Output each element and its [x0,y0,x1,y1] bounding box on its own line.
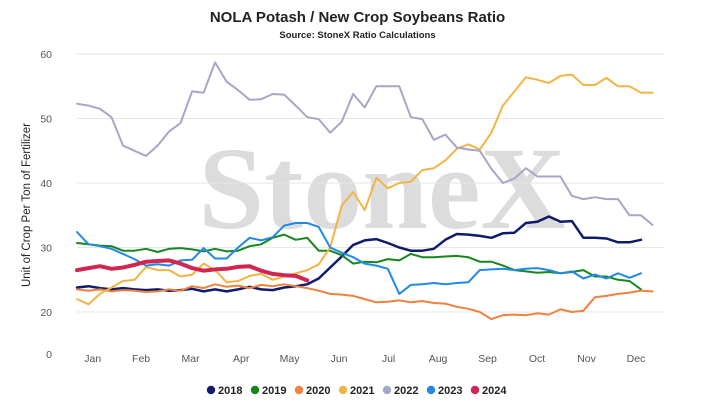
series-line-2021 [76,73,654,306]
x-tick-label: Aug [429,353,448,365]
legend-item-2020[interactable]: 2020 [294,385,331,397]
legend-marker [338,385,348,395]
x-tick-label: Jul [382,353,395,365]
legend-label: 2024 [482,385,507,397]
x-tick-label: Oct [529,353,545,365]
series-line-2022 [76,61,654,226]
x-tick-label: Apr [233,353,250,365]
legend-label: 2019 [262,385,286,397]
y-tick-label: 20 [40,307,52,319]
x-tick-label: Jan [84,353,101,365]
legend-label: 2018 [218,385,242,397]
legend-marker [206,385,216,395]
legend-marker [250,385,260,395]
y-axis-ticks: 0 20 30 40 50 60 [40,49,52,361]
legend-label: 2023 [438,385,462,397]
y-tick-label: 40 [40,178,52,190]
x-tick-label: Feb [132,353,150,365]
x-tick-label: Sep [478,353,497,365]
legend-label: 2020 [306,385,330,397]
legend-marker [382,385,392,395]
chart-title: NOLA Potash / New Crop Soybeans Ratio [209,9,506,26]
legend-marker [294,385,304,395]
series-line-2020 [76,283,654,321]
legend-item-2018[interactable]: 2018 [206,385,243,397]
y-tick-label: 60 [40,49,52,61]
legend-item-2023[interactable]: 2023 [426,385,463,397]
series-line-2023 [76,222,642,295]
legend-item-2022[interactable]: 2022 [382,385,419,397]
x-tick-label: May [280,353,301,365]
watermark: StoneX [198,123,565,254]
x-axis-ticks: Jan Feb Mar Apr May Jun Jul Aug Sep Oct Nov Dec [84,353,645,365]
y-tick-label: 50 [40,114,52,126]
y-tick-label: 30 [40,243,52,255]
legend-item-2019[interactable]: 2019 [250,385,287,397]
legend-label: 2022 [394,385,418,397]
y-axis-label: Unit of Crop Per Ton of Fertilizer [21,123,33,287]
y-tick-label: 0 [46,349,52,361]
x-tick-label: Dec [627,353,646,365]
x-tick-label: Nov [577,353,596,365]
legend-item-2024[interactable]: 2024 [470,385,508,397]
series-lines [75,61,654,321]
series-line-2024 [75,258,310,283]
x-tick-label: Jun [331,353,348,365]
x-tick-label: Mar [182,353,201,365]
legend-label: 2021 [350,385,374,397]
series-line-2019 [76,233,642,291]
legend-marker [426,385,436,395]
legend-item-2021[interactable]: 2021 [338,385,375,397]
legend[interactable]: 2018 2019 2020 2021 2022 2023 2024 [206,385,508,397]
chart-subtitle: Source: StoneX Ratio Calculations [279,30,436,41]
legend-marker [470,385,480,395]
